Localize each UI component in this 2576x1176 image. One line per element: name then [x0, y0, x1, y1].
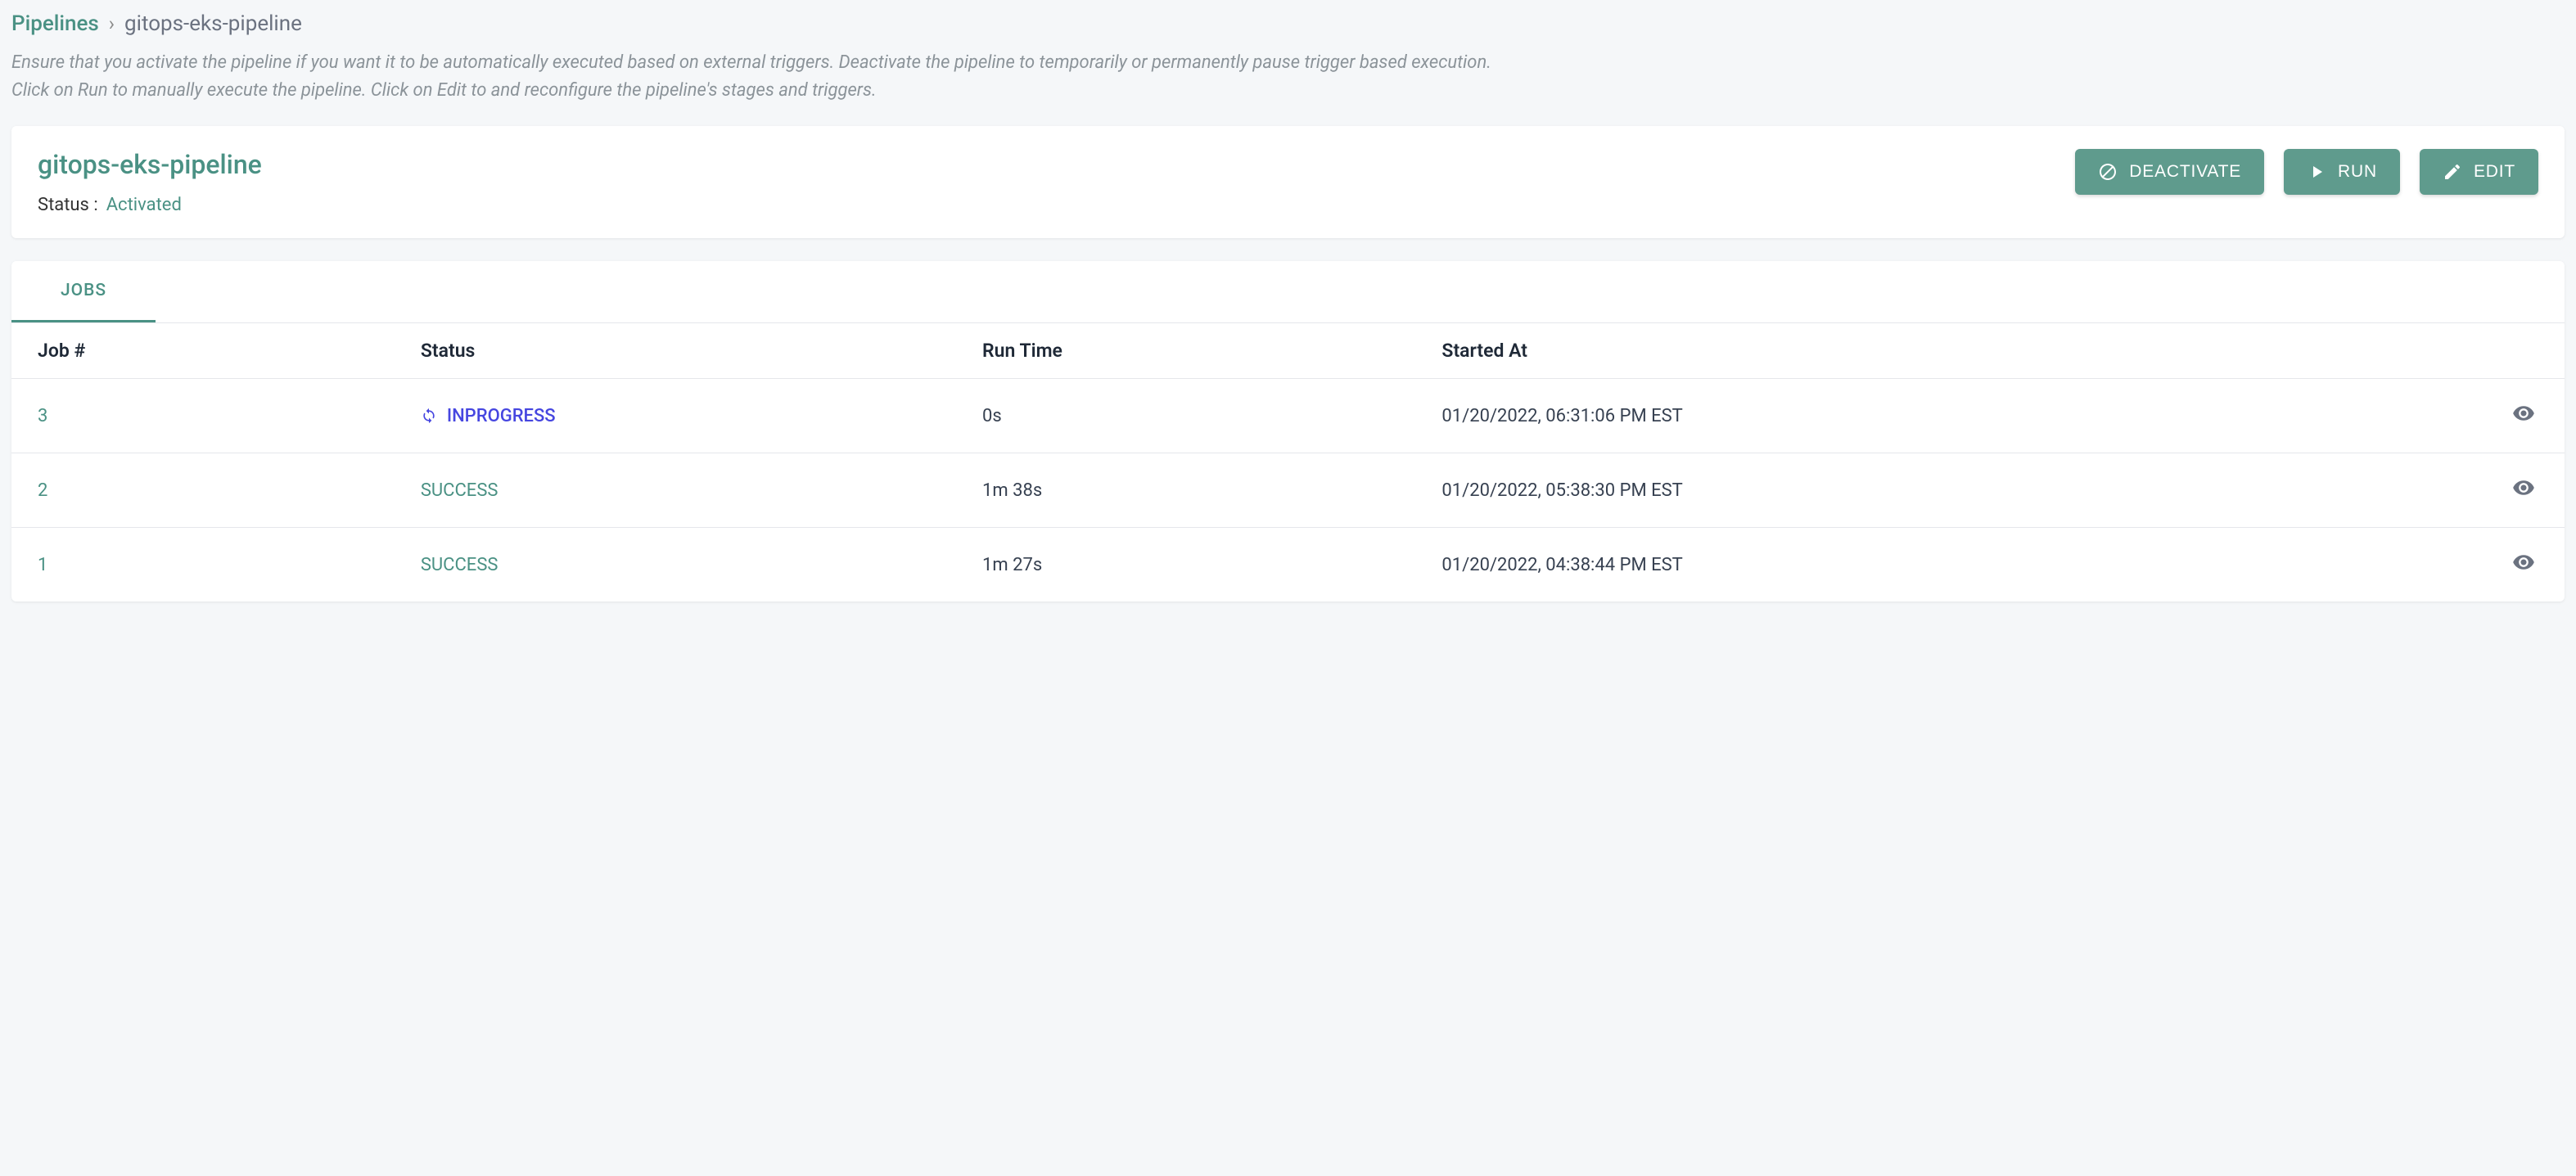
play-icon	[2307, 162, 2326, 182]
status-value: Activated	[106, 195, 182, 215]
runtime-cell: 1m 27s	[956, 528, 1415, 602]
eye-icon[interactable]	[2512, 476, 2535, 499]
eye-icon[interactable]	[2512, 402, 2535, 425]
job-number-link[interactable]: 3	[38, 406, 47, 426]
table-header: Job # Status Run Time Started At	[11, 323, 2565, 379]
tab-jobs[interactable]: JOBS	[11, 261, 156, 322]
eye-icon[interactable]	[2512, 551, 2535, 574]
page-description: Ensure that you activate the pipeline if…	[11, 49, 2565, 105]
table-row: 3 INPROGRESS 0s01/20/2022, 06:31:06 PM EST	[11, 379, 2565, 453]
run-button[interactable]: RUN	[2284, 149, 2400, 195]
status-inprogress: INPROGRESS	[421, 406, 930, 426]
job-number-link[interactable]: 2	[38, 480, 47, 501]
ban-icon	[2098, 162, 2118, 182]
tabs-container: JOBS	[11, 261, 2565, 323]
header-action	[2386, 323, 2565, 379]
action-cell	[2386, 379, 2565, 453]
deactivate-button[interactable]: DEACTIVATE	[2075, 149, 2264, 195]
started-cell: 01/20/2022, 06:31:06 PM EST	[1415, 379, 2385, 453]
description-line-1: Ensure that you activate the pipeline if…	[11, 49, 2565, 77]
jobs-card: JOBS Job # Status Run Time Started At 3 I…	[11, 261, 2565, 602]
started-cell: 01/20/2022, 04:38:44 PM EST	[1415, 528, 2385, 602]
refresh-icon	[421, 408, 437, 424]
table-row: 2 SUCCESS 1m 38s01/20/2022, 05:38:30 PM ES…	[11, 453, 2565, 528]
action-cell	[2386, 453, 2565, 528]
runtime-cell: 1m 38s	[956, 453, 1415, 528]
breadcrumb: Pipelines › gitops-eks-pipeline	[11, 11, 2565, 36]
action-cell	[2386, 528, 2565, 602]
header-row: gitops-eks-pipeline Status : Activated D…	[38, 149, 2538, 215]
table-row: 1 SUCCESS 1m 27s01/20/2022, 04:38:44 PM ES…	[11, 528, 2565, 602]
header-started: Started At	[1415, 323, 2385, 379]
deactivate-button-label: DEACTIVATE	[2129, 162, 2241, 182]
status-success: SUCCESS	[421, 480, 499, 501]
breadcrumb-separator: ›	[109, 12, 115, 35]
pipeline-header-card: gitops-eks-pipeline Status : Activated D…	[11, 126, 2565, 238]
jobs-table: Job # Status Run Time Started At 3 INPROG…	[11, 323, 2565, 602]
button-group: DEACTIVATE RUN EDIT	[2075, 149, 2538, 195]
run-button-label: RUN	[2338, 162, 2377, 182]
started-cell: 01/20/2022, 05:38:30 PM EST	[1415, 453, 2385, 528]
status-success: SUCCESS	[421, 555, 499, 575]
job-number-link[interactable]: 1	[38, 555, 47, 575]
edit-button[interactable]: EDIT	[2420, 149, 2538, 195]
pencil-icon	[2443, 162, 2462, 182]
header-job: Job #	[11, 323, 395, 379]
pipeline-title: gitops-eks-pipeline	[38, 149, 262, 180]
breadcrumb-root-link[interactable]: Pipelines	[11, 11, 99, 36]
status-label: Status :	[38, 195, 98, 215]
header-left: gitops-eks-pipeline Status : Activated	[38, 149, 262, 215]
status-text: INPROGRESS	[447, 406, 556, 426]
breadcrumb-current: gitops-eks-pipeline	[124, 11, 302, 36]
header-status: Status	[395, 323, 956, 379]
runtime-cell: 0s	[956, 379, 1415, 453]
table-body: 3 INPROGRESS 0s01/20/2022, 06:31:06 PM EST…	[11, 379, 2565, 602]
header-runtime: Run Time	[956, 323, 1415, 379]
description-line-2: Click on Run to manually execute the pip…	[11, 77, 2565, 105]
edit-button-label: EDIT	[2474, 162, 2515, 182]
status-row: Status : Activated	[38, 195, 262, 215]
